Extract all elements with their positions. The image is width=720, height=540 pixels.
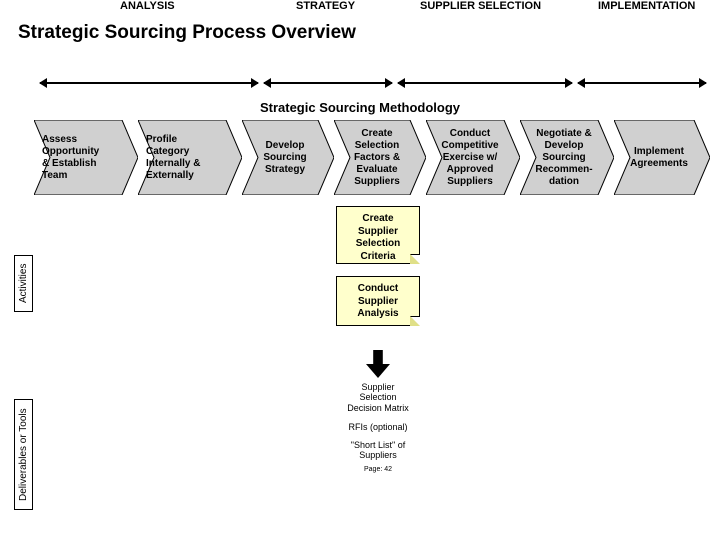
process-step-label: AssessOpportunity& EstablishTeam	[42, 134, 124, 182]
side-label-activities: Activities	[14, 255, 33, 312]
phase-bar	[40, 82, 258, 84]
phase-label: SUPPLIER SELECTION	[420, 0, 541, 12]
deliverable-text: Page: 42	[330, 466, 426, 474]
process-step: CreateSelectionFactors &EvaluateSupplier…	[334, 120, 426, 195]
process-step-label: ConductCompetitiveExercise w/ApprovedSup…	[430, 128, 510, 188]
deliverable-text: "Short List" ofSuppliers	[330, 440, 426, 461]
phase-bar	[398, 82, 572, 84]
process-step: ProfileCategoryInternally &Externally	[138, 120, 242, 195]
process-step: Negotiate &DevelopSourcingRecommen-datio…	[520, 120, 614, 195]
process-step-label: CreateSelectionFactors &EvaluateSupplier…	[338, 128, 416, 188]
process-step-label: Negotiate &DevelopSourcingRecommen-datio…	[524, 128, 604, 188]
process-step: ConductCompetitiveExercise w/ApprovedSup…	[426, 120, 520, 195]
subtitle: Strategic Sourcing Methodology	[0, 100, 720, 115]
chevron-row: AssessOpportunity& EstablishTeam ProfileC…	[34, 120, 714, 195]
deliverable-text: SupplierSelectionDecision Matrix	[330, 382, 426, 413]
process-step-label: ProfileCategoryInternally &Externally	[146, 134, 228, 182]
deliverable-text: RFIs (optional)	[330, 422, 426, 432]
phase-label: STRATEGY	[296, 0, 355, 12]
side-label-deliverables: Deliverables or Tools	[14, 399, 33, 510]
process-step-label: DevelopSourcingStrategy	[246, 140, 324, 176]
process-step: AssessOpportunity& EstablishTeam	[34, 120, 138, 195]
down-arrow-icon	[366, 350, 388, 378]
process-step: ImplementAgreements	[614, 120, 710, 195]
phase-label: ANALYSIS	[120, 0, 175, 12]
page-title: Strategic Sourcing Process Overview	[18, 22, 356, 44]
phase-label: IMPLEMENTATION	[598, 0, 695, 12]
activity-note: CreateSupplierSelectionCriteria	[336, 206, 420, 264]
phase-bar	[578, 82, 706, 84]
process-step: DevelopSourcingStrategy	[242, 120, 334, 195]
phase-bar	[264, 82, 392, 84]
activity-note: ConductSupplierAnalysis	[336, 276, 420, 326]
process-step-label: ImplementAgreements	[618, 146, 700, 170]
